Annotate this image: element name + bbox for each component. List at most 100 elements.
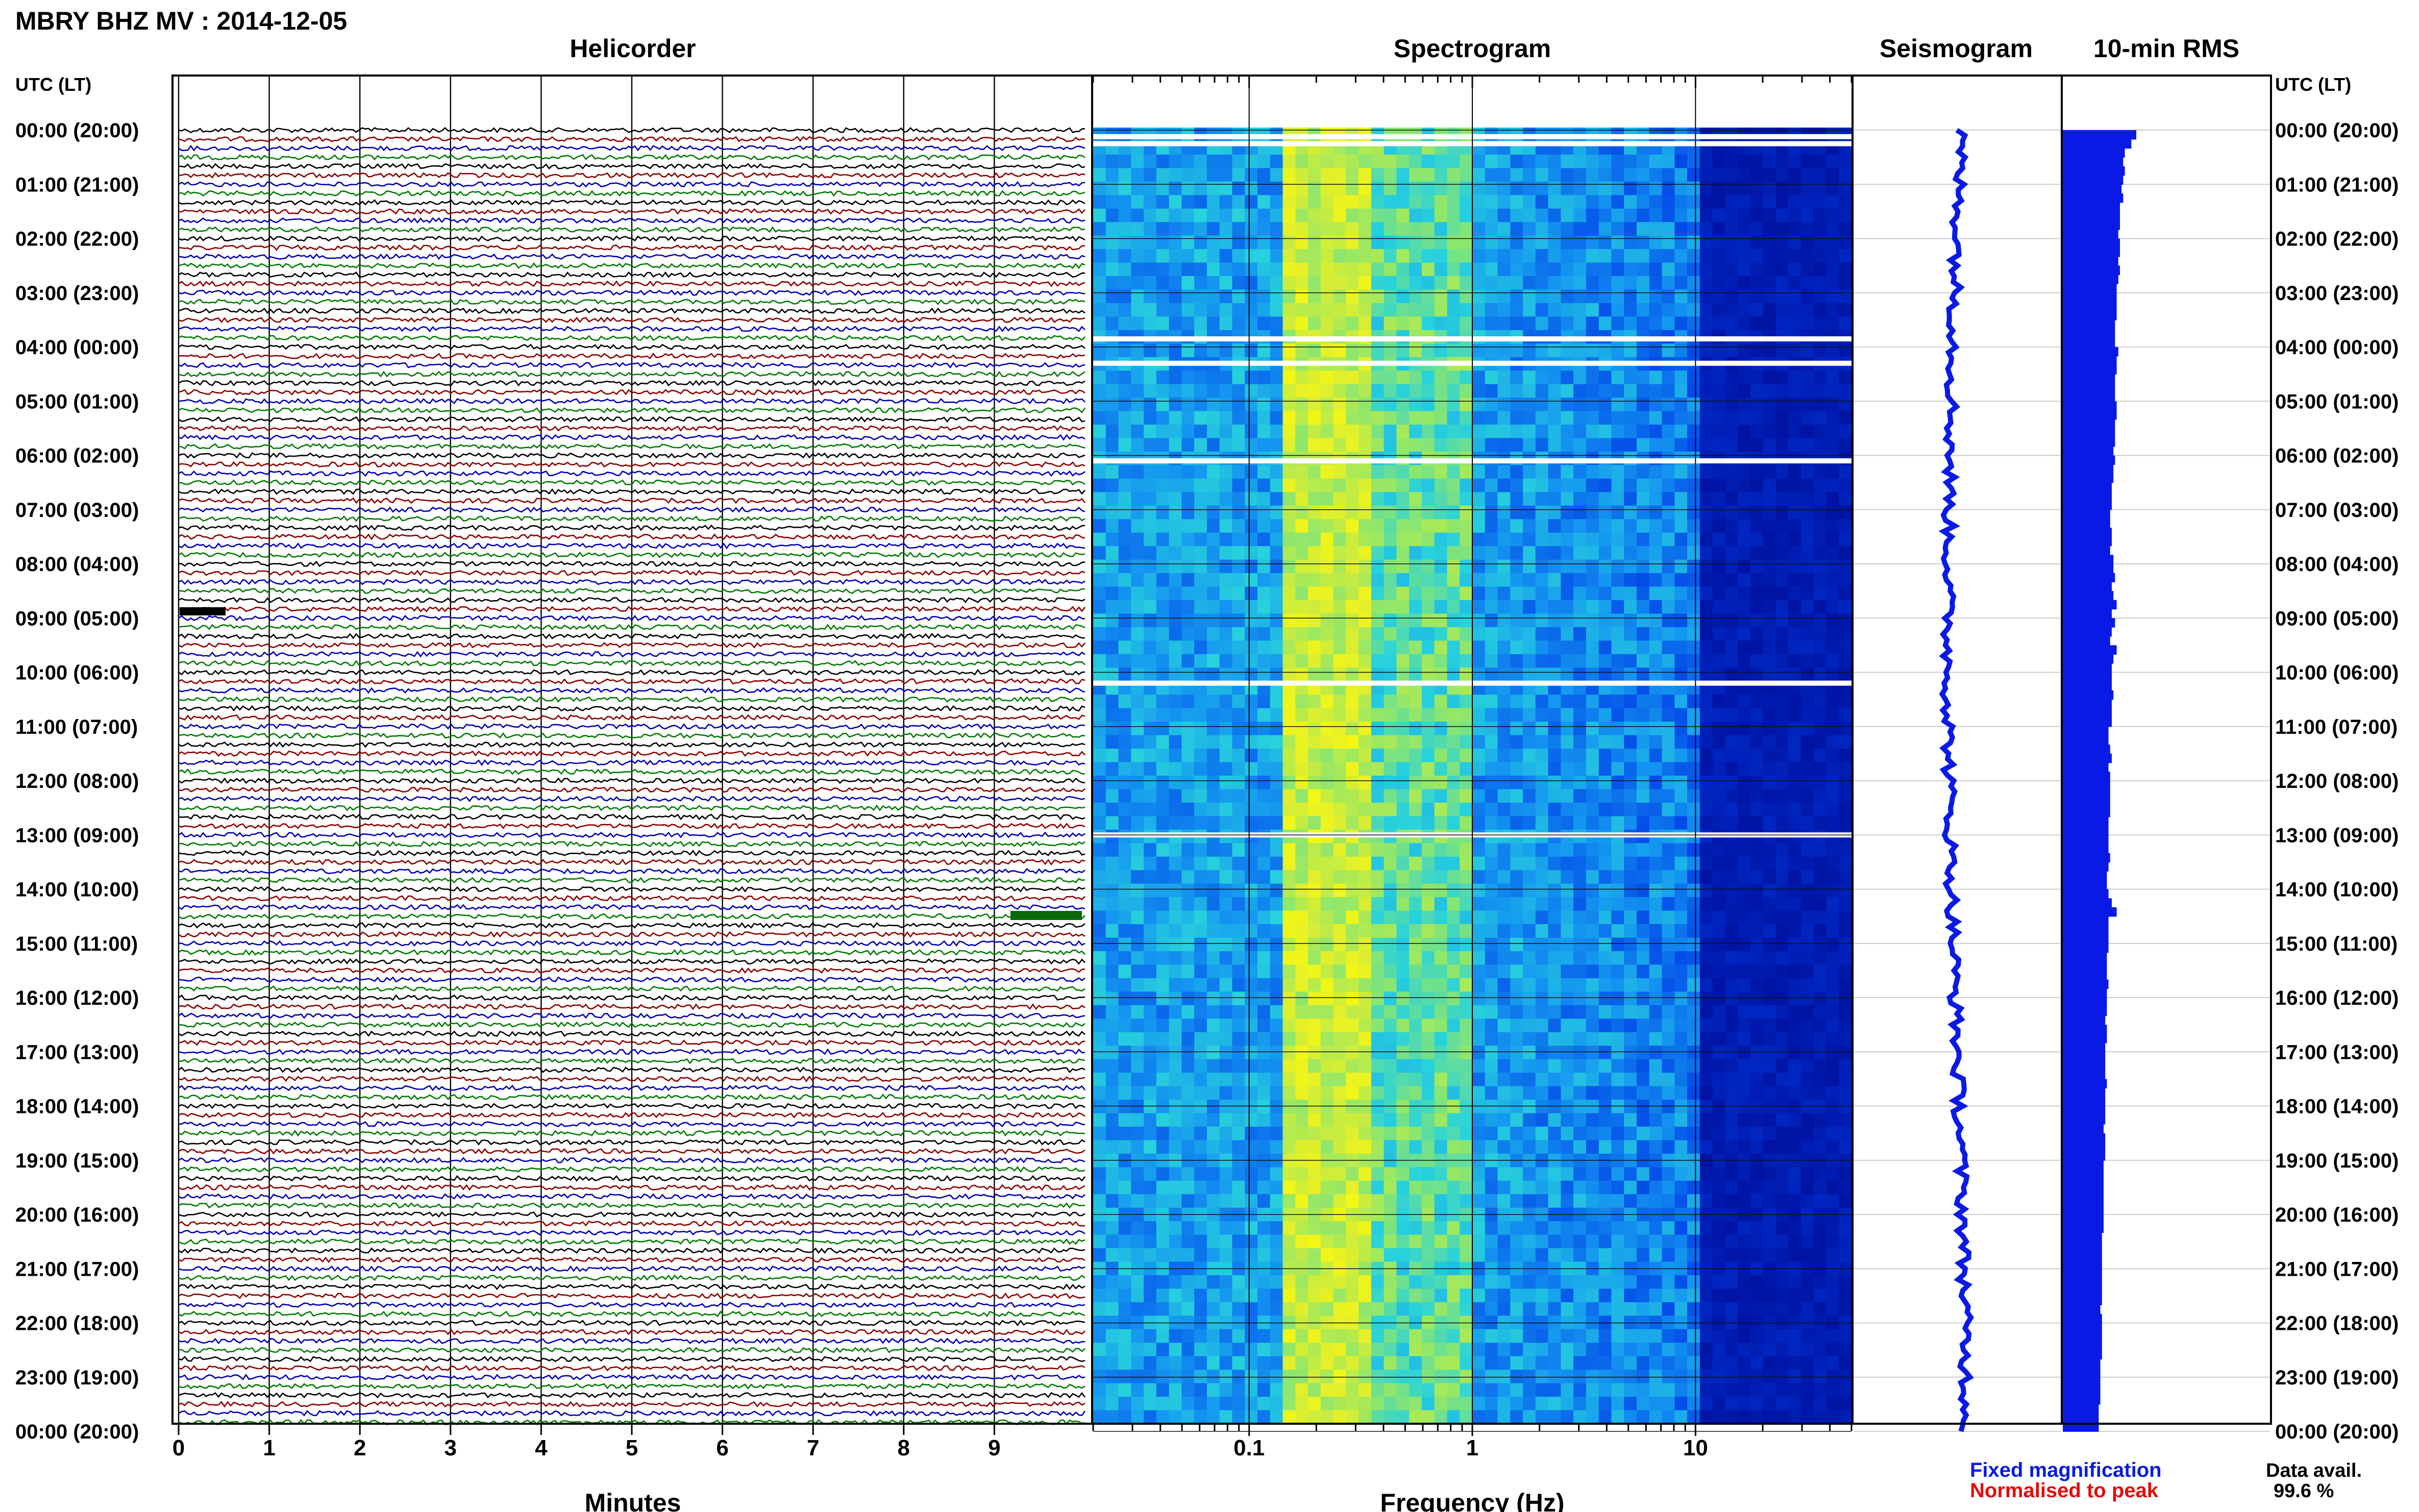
- spectrogram-cell: [1295, 546, 1309, 560]
- spectrogram-cell: [1308, 1005, 1321, 1019]
- spectrogram-cell: [1232, 924, 1245, 938]
- spectrogram-cell: [1371, 249, 1385, 263]
- spectrogram-cell: [1725, 640, 1738, 655]
- spectrogram-cell: [1371, 937, 1385, 952]
- spectrogram-cell: [1637, 438, 1650, 452]
- spectrogram-cell: [1245, 708, 1258, 722]
- spectrogram-cell: [1194, 1167, 1207, 1181]
- spectrogram-cell: [1561, 478, 1574, 492]
- spectrogram-cell: [1839, 897, 1852, 911]
- spectrogram-cell: [1763, 1032, 1776, 1046]
- spectrogram-cell: [1637, 1113, 1650, 1127]
- spectrogram-cell: [1725, 1113, 1738, 1127]
- spectrogram-cell: [1485, 667, 1498, 682]
- spectrogram-cell: [1826, 776, 1839, 790]
- spectrogram-cell: [1662, 154, 1675, 168]
- spectrogram-cell: [1586, 438, 1599, 452]
- spectrogram-cell: [1245, 897, 1258, 911]
- spectrogram-cell: [1460, 1032, 1473, 1046]
- spectrogram-cell: [1384, 856, 1397, 871]
- spectrogram-cell: [1421, 1126, 1435, 1141]
- spectrogram-cell: [1105, 1113, 1119, 1127]
- spectrogram-cell: [1359, 708, 1372, 722]
- spectrogram-cell: [1257, 222, 1271, 236]
- spectrogram-cell: [1371, 168, 1385, 182]
- spectrogram-cell: [1359, 398, 1372, 412]
- spectrogram-cell: [1611, 654, 1624, 668]
- spectrogram-cell: [1497, 910, 1511, 925]
- spectrogram-cell: [1699, 910, 1713, 925]
- spectrogram-cell: [1118, 708, 1131, 722]
- spectrogram-cell: [1624, 438, 1637, 452]
- spectrogram-cell: [1687, 316, 1700, 331]
- spectrogram-cell: [1472, 1126, 1486, 1141]
- spectrogram-cell: [1485, 276, 1498, 290]
- spectrogram-cell: [1093, 749, 1106, 763]
- spectrogram-cell: [1750, 276, 1764, 290]
- spectrogram-cell: [1497, 249, 1511, 263]
- spectrogram-cell: [1662, 722, 1675, 736]
- spectrogram-cell: [1384, 776, 1397, 790]
- spectrogram-cell: [1396, 154, 1410, 168]
- spectrogram-cell: [1800, 492, 1814, 506]
- spectrogram-cell: [1295, 695, 1309, 709]
- spectrogram-cell: [1093, 546, 1106, 560]
- spectrogram-cell: [1346, 897, 1359, 911]
- spectrogram-cell: [1282, 370, 1296, 385]
- spectrogram-cell: [1712, 154, 1725, 168]
- spectrogram-cell: [1687, 343, 1700, 358]
- spectrogram-cell: [1624, 749, 1637, 763]
- spectrogram-cell: [1460, 559, 1473, 574]
- spectrogram-cell: [1295, 276, 1309, 290]
- spectrogram-cell: [1472, 222, 1486, 236]
- spectrogram-cell: [1839, 235, 1852, 250]
- spectrogram-cell: [1573, 519, 1587, 533]
- spectrogram-cell: [1206, 559, 1220, 574]
- spectrogram-cell: [1257, 398, 1271, 412]
- spectrogram-cell: [1308, 1180, 1321, 1195]
- spectrogram-cell: [1598, 843, 1612, 857]
- time-label-left: 02:00 (22:00): [15, 228, 139, 251]
- spectrogram-cell: [1712, 667, 1725, 682]
- spectrogram-cell: [1624, 992, 1637, 1006]
- spectrogram-cell: [1308, 370, 1321, 385]
- spectrogram-cell: [1245, 776, 1258, 790]
- spectrogram-cell: [1169, 1059, 1182, 1073]
- spectrogram-cell: [1118, 154, 1131, 168]
- spectrogram-cell: [1510, 478, 1523, 492]
- spectrogram-cell: [1156, 208, 1170, 222]
- spectrogram-cell: [1308, 384, 1321, 398]
- spectrogram-cell: [1245, 735, 1258, 749]
- spectrogram-cell: [1611, 978, 1624, 992]
- spectrogram-cell: [1421, 532, 1435, 547]
- spectrogram-cell: [1712, 586, 1725, 601]
- spectrogram-cell: [1788, 789, 1801, 803]
- spectrogram-cell: [1206, 1086, 1220, 1100]
- spectrogram-cell: [1257, 897, 1271, 911]
- spectrogram-cell: [1813, 856, 1827, 871]
- spectrogram-cell: [1460, 789, 1473, 803]
- spectrogram-cell: [1472, 627, 1486, 641]
- spectrogram-cell: [1637, 708, 1650, 722]
- spectrogram-cell: [1359, 1005, 1372, 1019]
- spectrogram-cell: [1510, 654, 1523, 668]
- spectrogram-cell: [1434, 492, 1448, 506]
- spectrogram-cell: [1813, 222, 1827, 236]
- spectrogram-cell: [1409, 910, 1422, 925]
- spectrogram-cell: [1308, 478, 1321, 492]
- spectrogram-cell: [1788, 843, 1801, 857]
- spectrogram-cell: [1738, 438, 1751, 452]
- spectrogram-cell: [1674, 722, 1688, 736]
- spectrogram-cell: [1295, 924, 1309, 938]
- spectrogram-cell: [1674, 1032, 1688, 1046]
- spectrogram-cell: [1624, 762, 1637, 776]
- spectrogram-cell: [1624, 1140, 1637, 1154]
- spectrogram-cell: [1763, 222, 1776, 236]
- spectrogram-cell: [1561, 802, 1574, 816]
- spectrogram-cell: [1421, 964, 1435, 979]
- spectrogram-cell: [1194, 613, 1207, 628]
- spectrogram-cell: [1523, 492, 1536, 506]
- spectrogram-cell: [1497, 627, 1511, 641]
- spectrogram-cell: [1105, 398, 1119, 412]
- spectrogram-cell: [1674, 343, 1688, 358]
